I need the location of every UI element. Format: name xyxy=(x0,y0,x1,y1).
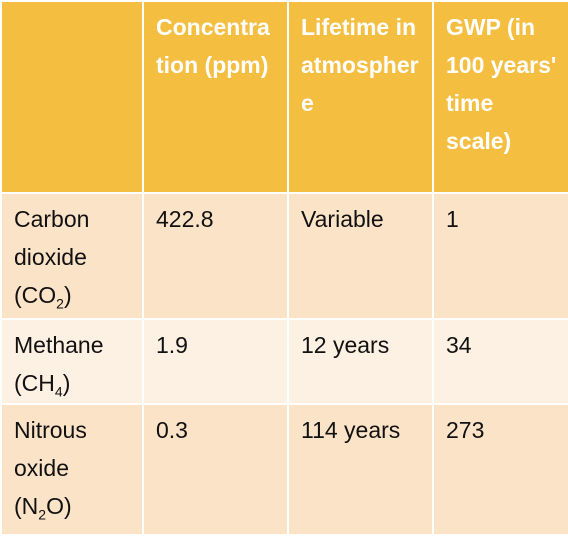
row: Carbon dioxide (CO2) 422.8 Variable 1 xyxy=(0,192,568,320)
cell: 1.9 xyxy=(142,318,289,405)
gas-name-end: O) xyxy=(46,493,72,519)
row: Methane (CH4) 1.9 12 years 34 xyxy=(0,318,568,405)
cell: 1 xyxy=(432,192,568,320)
subscript: 2 xyxy=(38,506,47,523)
header-cell: GWP (in 100 years' time scale) xyxy=(432,0,568,194)
header-cell xyxy=(0,0,144,194)
header-cell: Concentration (ppm) xyxy=(142,0,289,194)
header-row: Concentration (ppm) Lifetime in atmosphe… xyxy=(0,0,568,194)
cell: 114 years xyxy=(287,403,434,536)
row: Nitrous oxide (N2O) 0.3 114 years 273 xyxy=(0,403,568,536)
gas-cell: Carbon dioxide (CO2) xyxy=(0,192,144,320)
subscript: 2 xyxy=(56,295,64,312)
cell: 0.3 xyxy=(142,403,289,536)
gas-name-end: ) xyxy=(62,370,71,396)
gas-cell: Methane (CH4) xyxy=(0,318,144,405)
gas-name: Nitrous oxide (N xyxy=(14,417,87,519)
gas-name: Carbon dioxide (CO xyxy=(14,206,90,308)
cell: 273 xyxy=(432,403,568,536)
gas-name: Methane (CH xyxy=(14,332,104,396)
gas-name-end: ) xyxy=(63,282,72,308)
header-cell: Lifetime in atmosphere xyxy=(287,0,434,194)
gas-cell: Nitrous oxide (N2O) xyxy=(0,403,144,536)
cell: 422.8 xyxy=(142,192,289,320)
cell: Variable xyxy=(287,192,434,320)
cell: 34 xyxy=(432,318,568,405)
cell: 12 years xyxy=(287,318,434,405)
subscript: 4 xyxy=(54,383,63,400)
